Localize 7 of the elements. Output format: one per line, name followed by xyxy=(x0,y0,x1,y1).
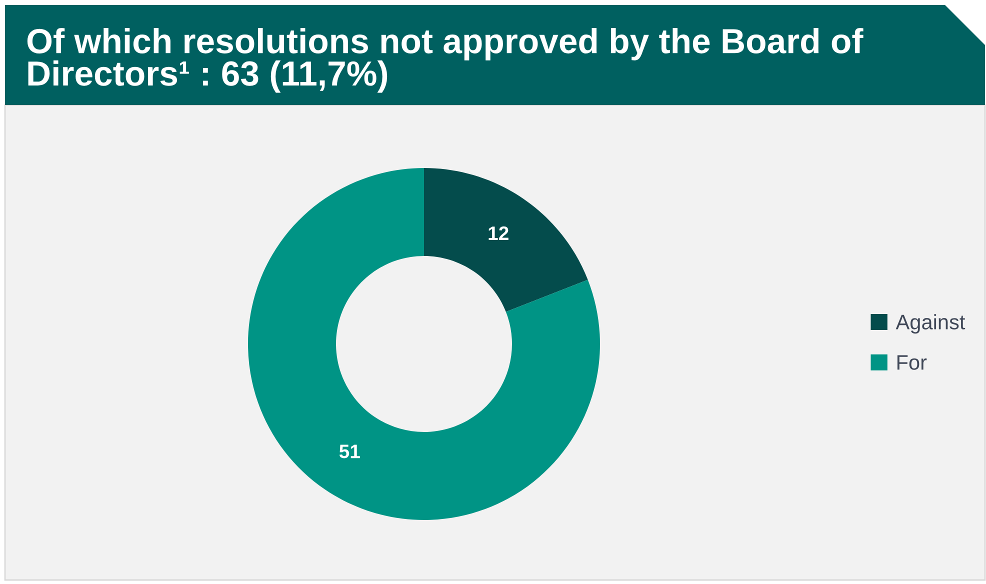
data-label: 12 xyxy=(488,226,508,240)
chart-title: Of which resolutions not approved by the Board of Directors¹ : 63 (11,7%) xyxy=(27,28,864,93)
legend-label: For xyxy=(897,355,927,370)
donut-slice xyxy=(424,168,588,312)
donut-slice xyxy=(248,168,600,520)
data-label: 51 xyxy=(339,444,360,458)
legend-label: Against xyxy=(896,314,966,334)
